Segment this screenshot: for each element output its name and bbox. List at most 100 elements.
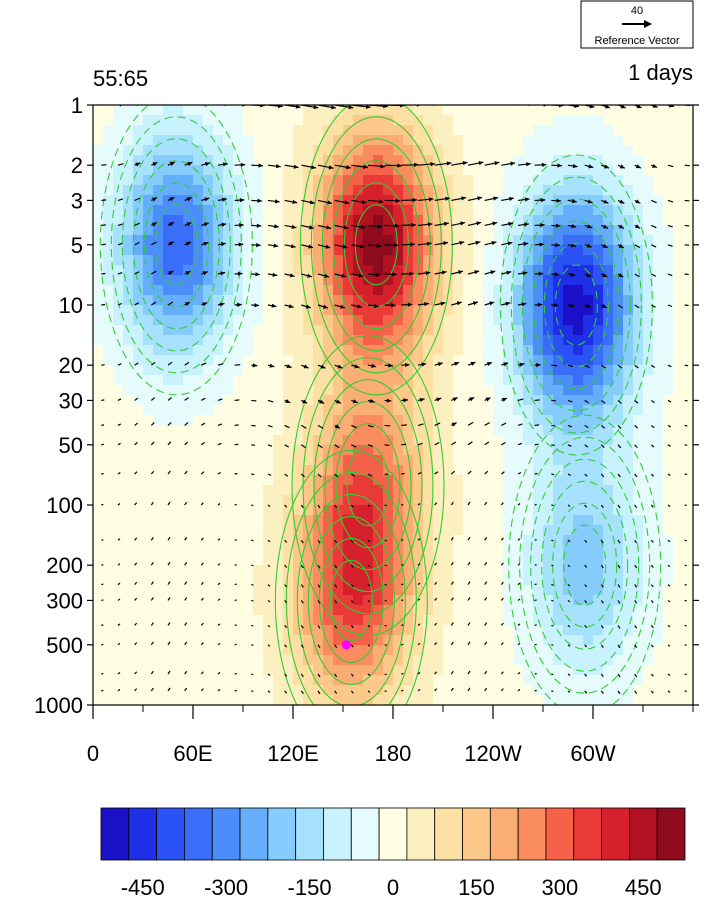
shade-cell <box>303 415 314 426</box>
shade-cell <box>613 435 624 446</box>
wind-vector <box>101 539 104 541</box>
wind-vector-head <box>540 197 546 203</box>
shade-cell <box>543 495 554 506</box>
shade-cell <box>173 625 184 636</box>
shade-cell <box>193 455 204 466</box>
shade-cell <box>463 505 474 516</box>
shade-cell <box>673 695 684 705</box>
shade-cell <box>243 485 254 496</box>
shade-cell <box>313 575 324 586</box>
wind-vector <box>401 503 404 506</box>
shade-cell <box>293 315 304 326</box>
shade-cell <box>393 395 404 406</box>
shade-cell <box>653 315 664 326</box>
contour-line <box>313 379 423 593</box>
shade-cell <box>423 545 434 556</box>
shade-cell <box>93 225 104 236</box>
shade-cell <box>113 285 124 296</box>
shade-cell <box>353 495 364 506</box>
wind-vector <box>101 164 107 166</box>
shade-cell <box>673 335 684 346</box>
shade-cell <box>163 355 174 366</box>
shade-cell <box>503 165 514 176</box>
shade-cell <box>183 385 194 396</box>
shade-cell <box>603 525 614 536</box>
shade-cell <box>513 245 524 256</box>
shade-cell <box>453 565 464 576</box>
shade-cell <box>123 295 134 306</box>
shade-cell <box>193 415 204 426</box>
shade-cell <box>403 615 414 626</box>
wind-vector <box>217 398 223 401</box>
wind-vector-head <box>572 163 578 169</box>
wind-vector <box>350 644 354 648</box>
shade-cell <box>273 345 284 356</box>
wind-vector <box>350 539 354 543</box>
wind-vector <box>384 539 387 542</box>
shade-cell <box>573 605 584 616</box>
shade-cell <box>473 645 484 656</box>
shade-cell <box>223 505 234 516</box>
shade-cell <box>423 115 434 126</box>
shade-cell <box>103 295 114 306</box>
shade-cell <box>183 405 194 416</box>
shade-cell <box>673 185 684 196</box>
shade-cell <box>683 675 693 686</box>
shade-cell <box>433 245 444 256</box>
shade-cell <box>453 175 464 186</box>
shade-cell <box>133 645 144 656</box>
shade-cell <box>463 175 474 186</box>
shade-cell <box>313 175 324 186</box>
shade-cell <box>523 185 534 196</box>
shade-cell <box>543 555 554 566</box>
shade-cell <box>613 485 624 496</box>
shade-cell <box>313 185 324 196</box>
shade-cell <box>323 685 334 696</box>
shade-cell <box>303 105 314 116</box>
wind-vector <box>517 471 522 475</box>
shade-cell <box>503 515 514 526</box>
wind-vector <box>134 222 140 226</box>
shade-cell <box>613 585 624 596</box>
shade-cell <box>383 505 394 516</box>
shade-cell <box>303 475 314 486</box>
shade-cell <box>473 125 484 136</box>
wind-vector-head <box>295 105 301 109</box>
shade-cell <box>223 685 234 696</box>
shade-cell <box>493 215 504 226</box>
wind-vector <box>484 622 488 626</box>
shade-cell <box>363 625 374 636</box>
shade-cell <box>173 425 184 436</box>
shade-cell <box>323 695 334 705</box>
wind-vector-head <box>440 301 446 306</box>
shade-cell <box>633 185 644 196</box>
wind-vector <box>534 672 537 675</box>
shade-cell <box>653 575 664 586</box>
wind-vector <box>184 670 188 675</box>
wind-vector <box>267 424 273 428</box>
shade-cell <box>633 605 644 616</box>
shade-cell <box>193 345 204 356</box>
shade-cell <box>673 345 684 356</box>
shade-cell <box>283 255 294 266</box>
shade-cell <box>133 375 144 386</box>
shade-cell <box>263 565 274 576</box>
shade-cell <box>553 605 564 616</box>
wind-vector <box>201 422 206 426</box>
shade-cell <box>663 385 674 396</box>
shade-cell <box>243 675 254 686</box>
shade-cell <box>113 315 124 326</box>
shade-cell <box>343 675 354 686</box>
shade-cell <box>473 175 484 186</box>
shade-cell <box>673 635 684 646</box>
shade-cell <box>483 155 494 166</box>
shade-cell <box>273 335 284 346</box>
shade-cell <box>343 595 354 606</box>
wind-vector-head <box>441 270 447 275</box>
wind-vector <box>600 473 605 478</box>
shade-cell <box>533 275 544 286</box>
shade-cell <box>593 595 604 606</box>
shade-cell <box>233 525 244 536</box>
shade-cell <box>633 635 644 646</box>
wind-vector <box>150 597 154 601</box>
